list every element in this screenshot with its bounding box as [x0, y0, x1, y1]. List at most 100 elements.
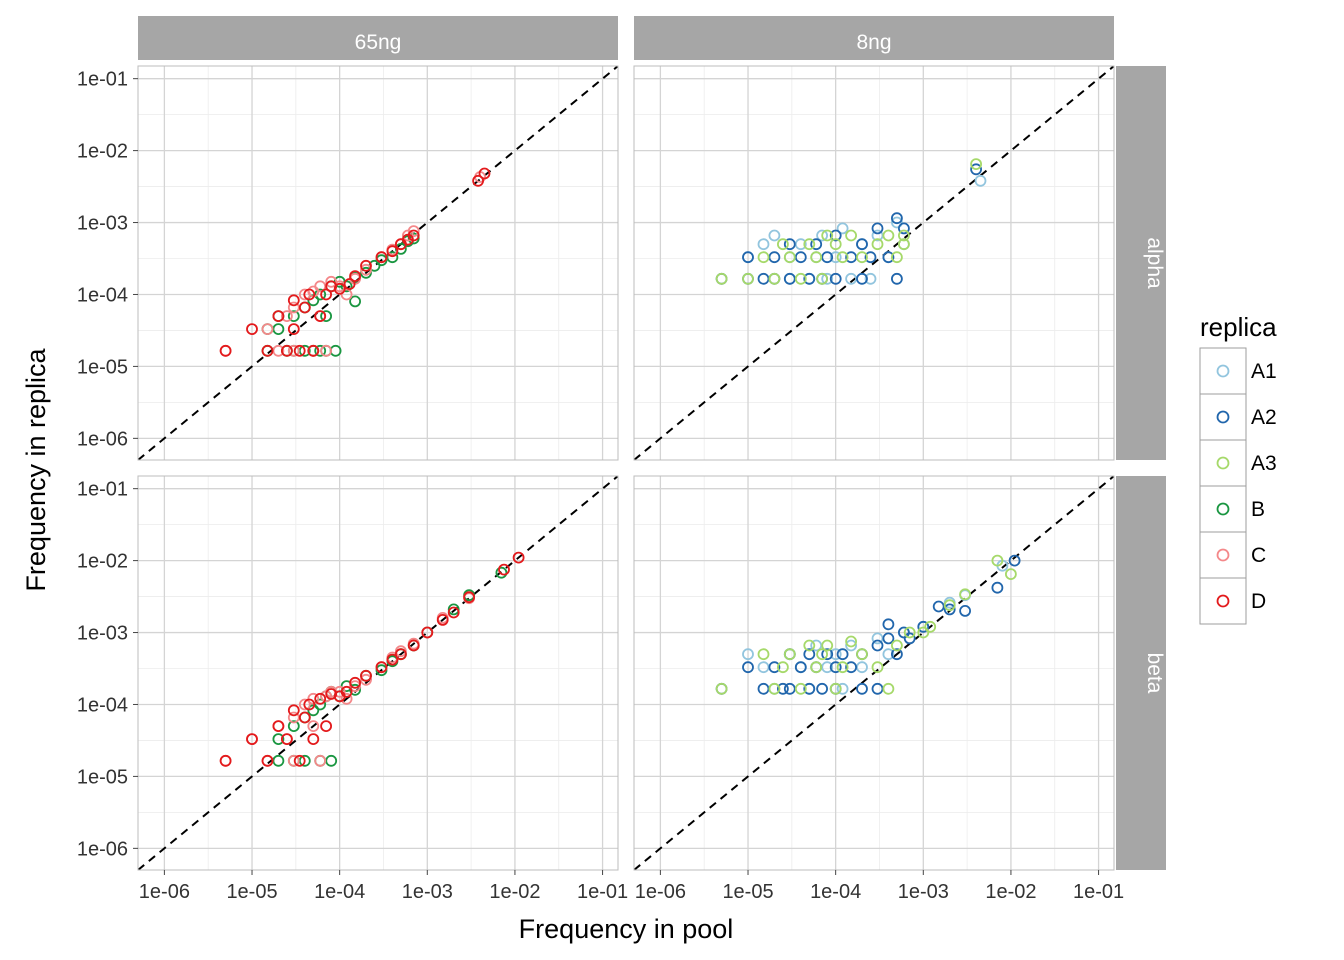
- data-point: [856, 238, 868, 251]
- data-point: [219, 754, 232, 767]
- data-point: [898, 229, 910, 242]
- data-point: [856, 661, 868, 674]
- data-point: [495, 566, 508, 579]
- data-point: [343, 278, 356, 290]
- legend-key-box: [1199, 393, 1247, 441]
- data-point: [314, 344, 327, 357]
- data-point: [864, 251, 877, 264]
- data-point: [845, 251, 857, 264]
- data-point: [421, 626, 434, 639]
- data-point: [871, 661, 884, 674]
- axis-tick-labels: 1e-06 1e-05 1e-04 1e-03 1e-02 1e-01 1e-06 1e-05…: [77, 69, 1124, 903]
- data-point: [803, 648, 816, 661]
- data-point: [891, 648, 903, 661]
- legend-key-symbol: [1216, 364, 1230, 378]
- data-point: [320, 310, 333, 323]
- data-point: [803, 682, 816, 695]
- data-point: [715, 272, 728, 285]
- data-point: [436, 614, 449, 626]
- data-point: [794, 272, 807, 285]
- data-point: [810, 639, 823, 652]
- legend-key-symbol: [1216, 456, 1230, 470]
- data-point: [829, 229, 842, 242]
- data-point: [314, 310, 327, 323]
- data-point: [816, 229, 828, 242]
- data-point: [757, 272, 770, 285]
- legend-key-box: [1199, 577, 1247, 625]
- data-point: [871, 682, 884, 695]
- panel-8ng-alpha: [633, 65, 1115, 461]
- x-tick-label: 1e-06: [139, 881, 190, 903]
- data-point: [783, 272, 796, 285]
- legend-entry-label: C: [1251, 544, 1266, 567]
- data-point: [757, 238, 770, 251]
- data-point: [280, 344, 293, 357]
- data-point: [498, 563, 510, 576]
- grid-lines: [634, 66, 1114, 460]
- data-point: [349, 270, 362, 283]
- data-point: [768, 661, 781, 674]
- x-tick-label: 1e-01: [1073, 881, 1124, 903]
- x-tick-label: 1e-03: [898, 881, 949, 903]
- data-point: [314, 288, 327, 301]
- data-point: [829, 238, 842, 251]
- data-points: [219, 167, 491, 357]
- data-point: [783, 648, 796, 661]
- data-points: [219, 551, 525, 767]
- data-point: [287, 310, 300, 323]
- data-point: [360, 263, 372, 276]
- data-point: [829, 272, 842, 285]
- data-point: [845, 661, 857, 674]
- legend-entry-label: B: [1251, 498, 1265, 521]
- data-point: [864, 272, 877, 285]
- y-tick-label: 1e-04: [77, 284, 128, 306]
- data-point: [803, 272, 816, 285]
- x-tick-label: 1e-02: [985, 881, 1036, 903]
- data-point: [891, 216, 903, 229]
- data-point: [836, 661, 849, 674]
- data-point: [333, 685, 346, 698]
- data-points: [715, 158, 987, 285]
- y-tick-label: 1e-05: [77, 356, 128, 378]
- series-A3: [715, 158, 982, 285]
- strip-col-8ng: [634, 16, 1114, 60]
- data-point: [871, 238, 884, 251]
- data-point: [816, 272, 828, 285]
- y-tick-label: 1e-01: [77, 479, 128, 501]
- data-point: [280, 733, 293, 745]
- y-tick-label: 1e-06: [77, 428, 128, 450]
- data-point: [314, 280, 327, 293]
- data-point: [821, 229, 834, 242]
- data-point: [349, 680, 362, 692]
- data-point: [307, 344, 320, 357]
- data-point: [794, 251, 807, 264]
- data-point: [821, 648, 834, 661]
- data-point: [261, 344, 274, 357]
- data-point: [742, 648, 754, 661]
- data-point: [325, 754, 338, 767]
- data-point: [1008, 554, 1021, 567]
- data-point: [810, 251, 823, 264]
- data-point: [325, 688, 338, 700]
- x-tick-label: 1e-06: [635, 881, 686, 903]
- data-points: [715, 554, 1021, 695]
- legend-entry-label: A1: [1251, 360, 1277, 383]
- data-point: [261, 323, 274, 336]
- data-point: [478, 167, 491, 180]
- legend-entry-label: A3: [1251, 452, 1277, 475]
- data-point: [891, 251, 903, 264]
- strip-label: 8ng: [856, 31, 891, 54]
- strip-label: 65ng: [355, 31, 402, 54]
- data-point: [287, 704, 300, 717]
- grid-lines: [634, 476, 1114, 870]
- data-point: [246, 733, 258, 745]
- data-point: [903, 626, 916, 639]
- panel-65ng-alpha: [137, 65, 619, 461]
- data-point: [777, 661, 789, 674]
- strip-col-65ng: [138, 16, 618, 60]
- data-point: [272, 310, 285, 323]
- data-point: [970, 158, 982, 171]
- data-point: [845, 635, 857, 648]
- x-tick-label: 1e-03: [402, 881, 453, 903]
- y-axis-title: Frequency in replica: [21, 347, 51, 591]
